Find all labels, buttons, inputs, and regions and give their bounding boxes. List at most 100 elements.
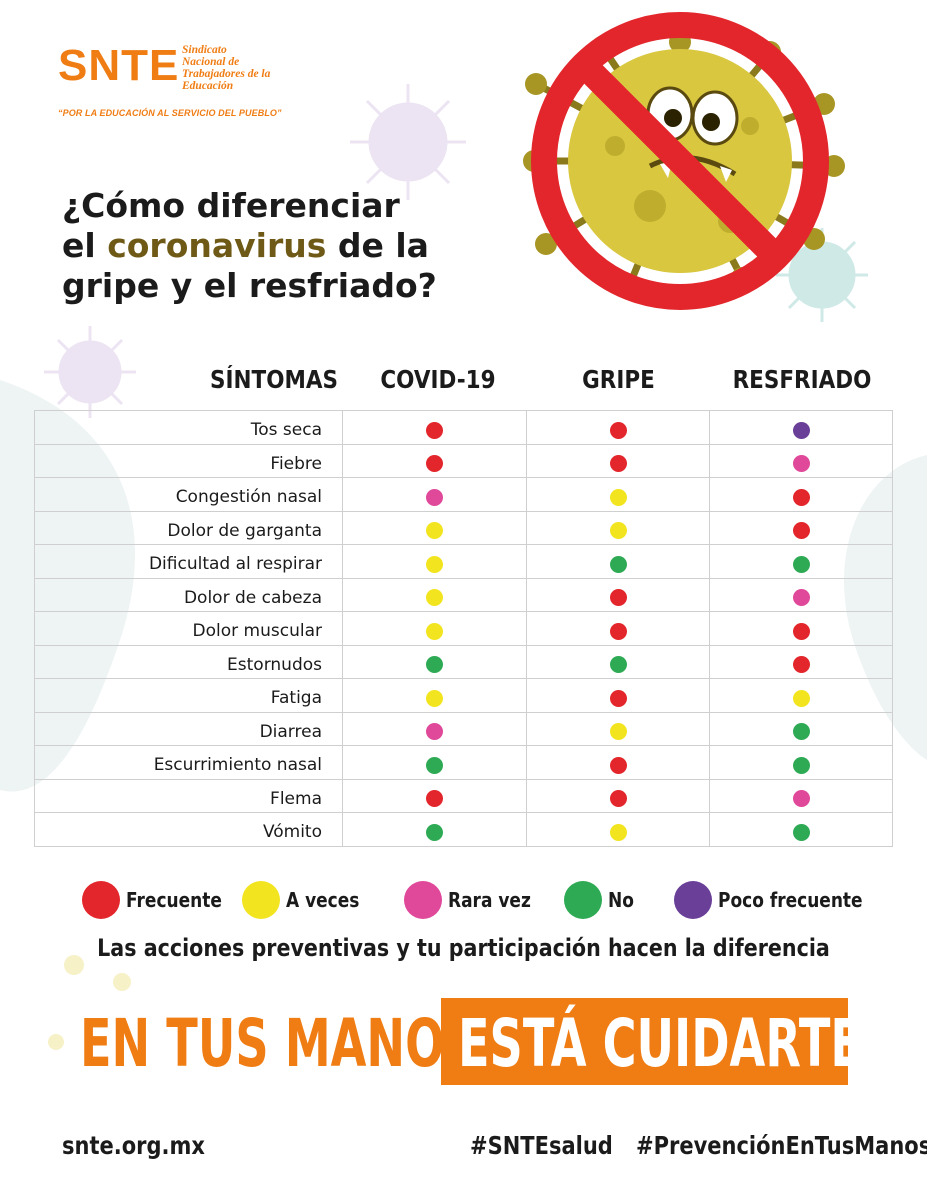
logo-name-line: Educación <box>182 80 234 92</box>
covid-cell <box>343 712 527 745</box>
resfriado-cell <box>710 444 893 477</box>
resfriado-cell <box>710 746 893 779</box>
covid-frequency-dot <box>426 488 443 506</box>
gripe-frequency-dot <box>609 790 627 808</box>
footer-hashtag-snte[interactable]: #SNTEsalud <box>470 1131 613 1160</box>
table-row: Diarrea <box>35 712 893 746</box>
title-line: el <box>62 226 108 265</box>
logo-mark: SNTE <box>58 41 180 90</box>
gripe-frequency-dot <box>609 455 627 473</box>
legend-label: Rara vez <box>448 888 531 912</box>
covid-frequency-dot <box>426 689 443 707</box>
resfriado-cell <box>710 511 893 544</box>
resfriado-cell <box>710 679 893 712</box>
resfriado-frequency-dot <box>792 723 810 741</box>
tagline: Las acciones preventivas y tu participac… <box>97 934 830 962</box>
title-highlight: coronavirus <box>107 226 327 265</box>
resfriado-cell <box>710 545 893 578</box>
covid-cell <box>343 545 527 578</box>
resfriado-frequency-dot <box>792 790 810 808</box>
symptom-label: Vómito <box>35 813 343 846</box>
legend-label: A veces <box>286 888 360 912</box>
resfriado-cell <box>710 645 893 678</box>
legend-item-a-veces: A veces <box>242 880 372 920</box>
covid-frequency-dot <box>426 421 443 439</box>
symptom-label: Dificultad al respirar <box>35 545 343 578</box>
symptom-label: Tos seca <box>35 411 343 444</box>
symptom-label: Congestión nasal <box>35 478 343 511</box>
covid-cell <box>343 813 527 846</box>
logo-name-line: Sindicato <box>182 44 227 56</box>
resfriado-frequency-dot <box>792 488 810 506</box>
symptom-label: Dolor de cabeza <box>35 578 343 611</box>
resfriado-cell <box>710 411 893 444</box>
gripe-cell <box>527 612 710 645</box>
legend-label: Frecuente <box>126 888 222 912</box>
symptom-label: Dolor de garganta <box>35 511 343 544</box>
gripe-cell <box>527 712 710 745</box>
symptom-label: Dolor muscular <box>35 612 343 645</box>
symptom-table: Tos seca Fiebre Congestión nasal Dolor de g… <box>34 410 893 847</box>
footer-site-link[interactable]: snte.org.mx <box>62 1131 205 1160</box>
title-line: gripe y el resfriado? <box>62 266 437 305</box>
legend-dot <box>564 881 602 919</box>
covid-frequency-dot <box>426 656 443 674</box>
legend-item-poco-frecuente: Poco frecuente <box>674 880 888 920</box>
page-title: ¿Cómo diferenciar el coronavirus de la g… <box>62 186 482 306</box>
covid-frequency-dot <box>426 555 443 573</box>
slogan-box <box>441 998 848 1085</box>
resfriado-frequency-dot <box>792 421 810 439</box>
covid-frequency-dot <box>426 823 443 841</box>
gripe-frequency-dot <box>609 522 627 540</box>
gripe-frequency-dot <box>609 689 627 707</box>
logo-name-line: Nacional de <box>182 56 240 68</box>
gripe-cell <box>527 679 710 712</box>
gripe-frequency-dot <box>609 589 627 607</box>
legend-label: Poco frecuente <box>718 888 863 912</box>
covid-cell <box>343 612 527 645</box>
title-line: de la <box>326 226 429 265</box>
covid-cell <box>343 578 527 611</box>
gripe-frequency-dot <box>609 622 627 640</box>
gripe-cell <box>527 478 710 511</box>
covid-cell <box>343 411 527 444</box>
gripe-cell <box>527 645 710 678</box>
table-row: Dificultad al respirar <box>35 545 893 579</box>
symptom-label: Escurrimiento nasal <box>35 746 343 779</box>
footer-hashtag-prevencion[interactable]: #PrevenciónEnTusManos <box>636 1131 927 1160</box>
resfriado-frequency-dot <box>792 756 810 774</box>
resfriado-cell <box>710 578 893 611</box>
resfriado-cell <box>710 612 893 645</box>
resfriado-cell <box>710 712 893 745</box>
resfriado-frequency-dot <box>792 455 810 473</box>
gripe-cell <box>527 746 710 779</box>
legend-dot <box>404 881 442 919</box>
logo-slogan: “POR LA EDUCACIÓN AL SERVICIO DEL PUEBLO… <box>58 108 282 118</box>
legend-dot <box>242 881 280 919</box>
legend-item-frecuente: Frecuente <box>82 880 239 920</box>
header-gripe: GRIPE <box>582 365 655 394</box>
gripe-cell <box>527 511 710 544</box>
covid-frequency-dot <box>426 522 443 540</box>
logo-name-line: Trabajadores de la <box>182 68 271 80</box>
table-row: Dolor de garganta <box>35 511 893 545</box>
covid-frequency-dot <box>426 790 443 808</box>
resfriado-frequency-dot <box>792 622 810 640</box>
table-row: Dolor de cabeza <box>35 578 893 612</box>
virus-stop-sign-icon <box>523 12 845 310</box>
resfriado-cell <box>710 478 893 511</box>
table-row: Tos seca <box>35 411 893 445</box>
resfriado-cell <box>710 813 893 846</box>
covid-cell <box>343 679 527 712</box>
symptom-label: Estornudos <box>35 645 343 678</box>
covid-frequency-dot <box>426 622 443 640</box>
gripe-cell <box>527 813 710 846</box>
header-resfriado: RESFRIADO <box>732 365 872 394</box>
covid-cell <box>343 478 527 511</box>
table-row: Fiebre <box>35 444 893 478</box>
slogan-left: EN TUS MANOS <box>80 1005 478 1082</box>
snte-logo: SNTE Sindicato Nacional de Trabajadores … <box>58 42 318 122</box>
legend-item-no: No <box>564 880 638 920</box>
title-line: ¿Cómo diferenciar <box>62 186 400 225</box>
symptom-label: Fiebre <box>35 444 343 477</box>
